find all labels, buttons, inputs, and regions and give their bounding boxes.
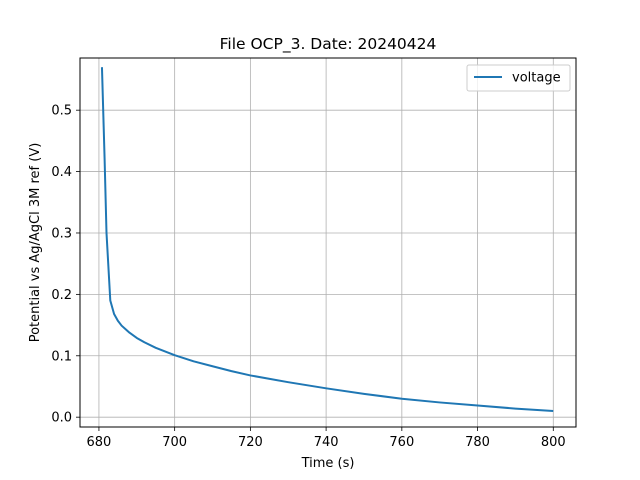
x-tick-label: 800 (541, 435, 566, 450)
x-tick-label: 760 (389, 435, 414, 450)
grid (80, 58, 576, 427)
x-axis-title: Time (s) (301, 456, 355, 471)
legend-box (466, 64, 571, 92)
y-tick-label: 0.3 (51, 226, 72, 241)
x-tick-label: 740 (314, 435, 339, 450)
y-tick-label: 0.5 (51, 104, 72, 119)
plot-frame (79, 57, 577, 428)
y-axis-title: Potential vs Ag/AgCl 3M ref (V) (28, 143, 43, 343)
y-tick-label: 0.0 (51, 411, 72, 426)
x-tick-label: 780 (465, 435, 490, 450)
y-tick-label: 0.2 (51, 288, 72, 303)
legend: voltage (466, 64, 571, 92)
series-line-voltage (100, 67, 554, 413)
x-tick-label: 700 (162, 435, 187, 450)
y-tick-label: 0.1 (51, 349, 72, 364)
chart-title: File OCP_3. Date: 20240424 (220, 35, 437, 54)
y-tick-label: 0.4 (51, 165, 72, 180)
legend-label-voltage: voltage (512, 71, 561, 86)
x-tick-label: 720 (238, 435, 263, 450)
ticks: 680 700 720 740 760 780 800 0.0 0.1 0.2 0.3 0.4 0.5 (51, 104, 565, 450)
x-tick-label: 680 (87, 435, 112, 450)
series-layer (100, 67, 554, 413)
